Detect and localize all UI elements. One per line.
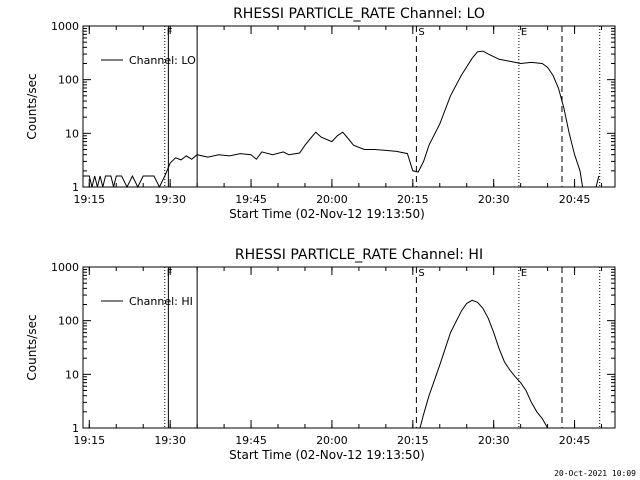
y-tick-label: 1000 bbox=[51, 261, 79, 274]
x-axis-label: Start Time (02-Nov-12 19:13:50) bbox=[229, 207, 425, 221]
timestamp: 20-Oct-2021 10:09 bbox=[554, 469, 636, 478]
chart-title: RHESSI PARTICLE_RATE Channel: HI bbox=[235, 247, 483, 263]
x-tick-label: 19:30 bbox=[154, 434, 186, 447]
chart-title: RHESSI PARTICLE_RATE Channel: LO bbox=[233, 6, 485, 22]
y-tick-label: 100 bbox=[58, 315, 79, 328]
x-tick-label: 19:15 bbox=[73, 434, 105, 447]
legend-label: Channel: HI bbox=[129, 295, 193, 308]
legend-label: Channel: LO bbox=[129, 54, 196, 67]
series-line bbox=[83, 50, 600, 189]
y-tick-label: 1 bbox=[72, 181, 79, 194]
y-tick-label: 1000 bbox=[51, 20, 79, 33]
x-tick-label: 20:15 bbox=[397, 193, 429, 206]
y-tick-label: 10 bbox=[65, 368, 79, 381]
y-axis-label: Counts/sec bbox=[25, 314, 39, 380]
y-axis-label: Counts/sec bbox=[25, 73, 39, 139]
y-tick-label: 100 bbox=[58, 74, 79, 87]
series-line bbox=[419, 299, 549, 429]
plot-frame bbox=[82, 25, 616, 188]
x-tick-label: 19:45 bbox=[235, 434, 267, 447]
x-tick-label: 20:00 bbox=[316, 193, 348, 206]
marker-label: F bbox=[167, 27, 173, 38]
x-tick-label: 19:30 bbox=[154, 193, 186, 206]
y-tick-label: 10 bbox=[65, 127, 79, 140]
x-tick-label: 20:45 bbox=[559, 193, 591, 206]
x-tick-label: 20:00 bbox=[316, 434, 348, 447]
marker-label: E bbox=[521, 27, 527, 38]
x-tick-label: 20:30 bbox=[478, 193, 510, 206]
chart-panel-2: RHESSI PARTICLE_RATE Channel: HI 1 10 100 10… bbox=[25, 247, 616, 462]
marker-label: S bbox=[418, 27, 424, 38]
y-tick-label: 1 bbox=[72, 422, 79, 435]
x-axis-label: Start Time (02-Nov-12 19:13:50) bbox=[229, 448, 425, 462]
marker-label: S bbox=[418, 268, 424, 279]
x-tick-label: 20:45 bbox=[559, 434, 591, 447]
marker-label: E bbox=[521, 268, 527, 279]
x-tick-label: 20:15 bbox=[397, 434, 429, 447]
x-tick-label: 20:30 bbox=[478, 434, 510, 447]
x-tick-label: 19:15 bbox=[73, 193, 105, 206]
marker-label: F bbox=[167, 268, 173, 279]
plot-frame bbox=[82, 266, 616, 429]
chart-panel-1: RHESSI PARTICLE_RATE Channel: LO 1 10 100 10… bbox=[25, 6, 616, 221]
x-tick-label: 19:45 bbox=[235, 193, 267, 206]
